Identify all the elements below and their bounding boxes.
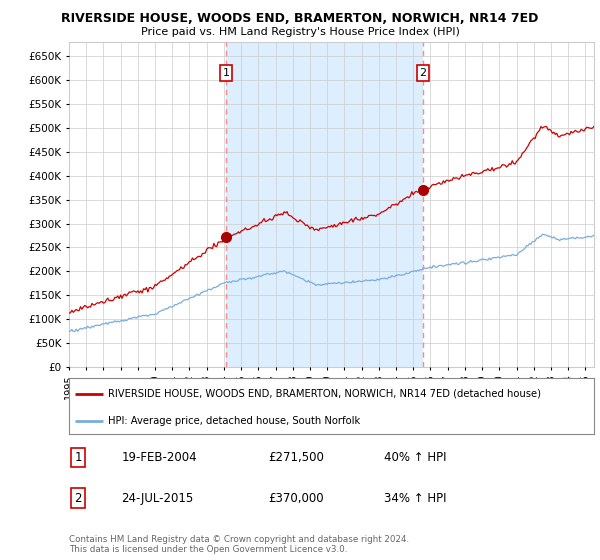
Text: Contains HM Land Registry data © Crown copyright and database right 2024.
This d: Contains HM Land Registry data © Crown c… bbox=[69, 535, 409, 554]
Text: 2: 2 bbox=[74, 492, 82, 505]
Text: 1: 1 bbox=[223, 68, 230, 78]
Text: £271,500: £271,500 bbox=[269, 451, 325, 464]
Text: RIVERSIDE HOUSE, WOODS END, BRAMERTON, NORWICH, NR14 7ED: RIVERSIDE HOUSE, WOODS END, BRAMERTON, N… bbox=[61, 12, 539, 25]
Text: HPI: Average price, detached house, South Norfolk: HPI: Average price, detached house, Sout… bbox=[109, 416, 361, 426]
Text: 40% ↑ HPI: 40% ↑ HPI bbox=[384, 451, 446, 464]
Text: Price paid vs. HM Land Registry's House Price Index (HPI): Price paid vs. HM Land Registry's House … bbox=[140, 27, 460, 37]
Text: 2: 2 bbox=[419, 68, 427, 78]
Text: £370,000: £370,000 bbox=[269, 492, 324, 505]
Text: 24-JUL-2015: 24-JUL-2015 bbox=[121, 492, 194, 505]
Text: RIVERSIDE HOUSE, WOODS END, BRAMERTON, NORWICH, NR14 7ED (detached house): RIVERSIDE HOUSE, WOODS END, BRAMERTON, N… bbox=[109, 389, 541, 399]
Bar bbox=[226, 42, 423, 367]
Text: 19-FEB-2004: 19-FEB-2004 bbox=[121, 451, 197, 464]
Text: 34% ↑ HPI: 34% ↑ HPI bbox=[384, 492, 446, 505]
Text: 1: 1 bbox=[74, 451, 82, 464]
